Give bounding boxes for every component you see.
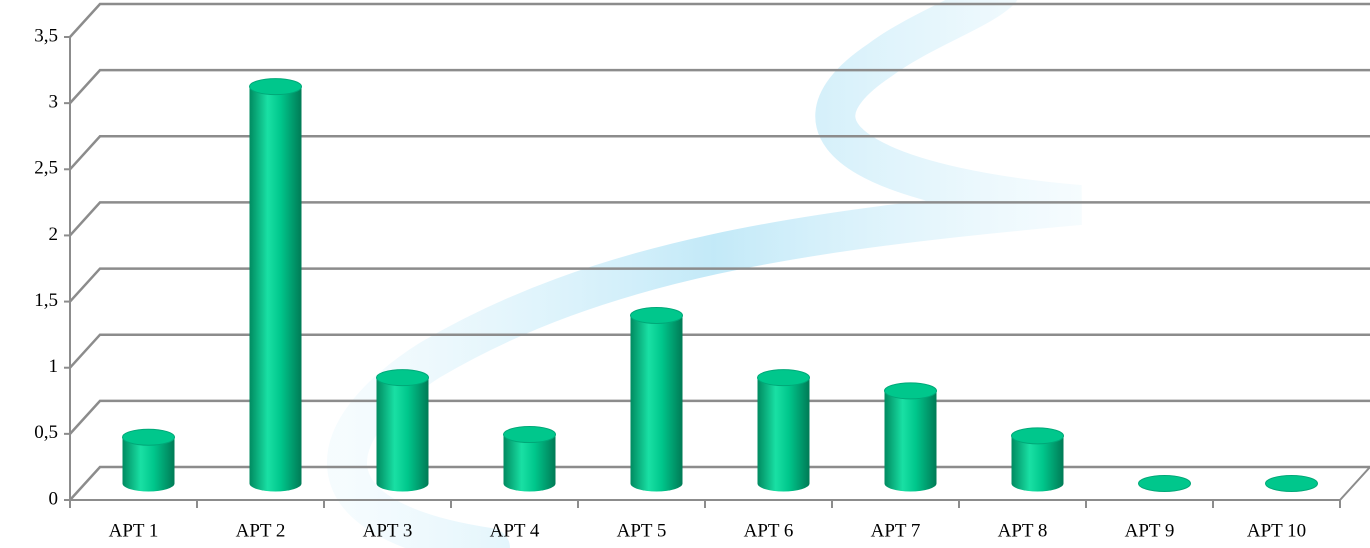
bar-top <box>1138 475 1191 492</box>
bar <box>249 78 302 492</box>
bar <box>1265 475 1318 492</box>
x-tick-label: APT 9 <box>1125 520 1175 541</box>
bar <box>884 382 937 492</box>
bar-body <box>630 315 683 492</box>
bar <box>1138 475 1191 492</box>
background-swirl <box>327 0 1082 548</box>
grid-line <box>69 333 1370 369</box>
grid-line <box>69 267 1370 303</box>
bar-top <box>249 78 302 96</box>
x-tick-label: APT 1 <box>109 520 159 541</box>
bar <box>630 306 683 492</box>
y-tick-label: 1,5 <box>34 290 58 311</box>
x-tick-label: APT 10 <box>1247 520 1306 541</box>
x-tick-label: APT 3 <box>363 520 413 541</box>
grid-line <box>69 2 1370 38</box>
bar-body <box>122 437 175 492</box>
grid-line <box>69 201 1370 237</box>
grid-line <box>69 68 1370 104</box>
y-tick-label: 2,5 <box>34 158 58 179</box>
x-tick-label: APT 5 <box>617 520 667 541</box>
x-tick-label: APT 8 <box>998 520 1048 541</box>
grid-line <box>69 465 1370 501</box>
bar-top <box>757 369 810 387</box>
bar-body <box>376 377 429 492</box>
y-tick-label: 2 <box>49 224 59 245</box>
bar <box>376 369 429 492</box>
bar-top <box>376 369 429 387</box>
axes: 0 0,5 1 1,5 2 2,5 3 3,5 APT 1 APT 2 APT 3 APT 4 APT … <box>34 2 1370 541</box>
bar-top <box>630 306 683 324</box>
bar <box>1011 427 1064 492</box>
x-tick-label: APT 7 <box>871 520 921 541</box>
bar <box>122 428 175 492</box>
bar-top <box>503 426 556 444</box>
y-tick-label: 0 <box>49 488 59 509</box>
y-tick-label: 3 <box>49 92 59 113</box>
bar <box>757 369 810 492</box>
grid-line <box>69 135 1370 171</box>
bar-body <box>503 434 556 492</box>
y-tick-label: 0,5 <box>34 422 58 443</box>
y-tick-label: 3,5 <box>34 25 58 46</box>
x-tick-label: APT 6 <box>744 520 794 541</box>
bar-top <box>122 428 175 446</box>
bar-top <box>884 382 937 400</box>
bars <box>122 78 1318 492</box>
bar-body <box>884 390 937 492</box>
bar <box>503 426 556 492</box>
grid-line <box>69 399 1370 435</box>
bar-body <box>249 86 302 492</box>
bar-top <box>1011 427 1064 445</box>
bar-body <box>1011 435 1064 492</box>
x-tick-label: APT 2 <box>236 520 286 541</box>
y-tick-label: 1 <box>49 356 59 377</box>
x-tick-label: APT 4 <box>490 520 540 541</box>
bar-body <box>757 377 810 492</box>
bar-top <box>1265 475 1318 492</box>
